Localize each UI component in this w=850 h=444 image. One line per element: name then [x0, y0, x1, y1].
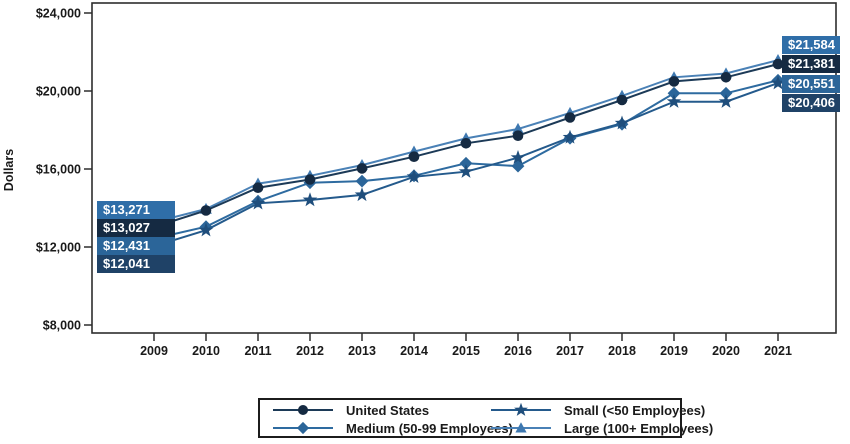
legend-label: Small (<50 Employees) — [564, 402, 706, 418]
legend-item-medium: Medium (50-99 Employees) — [264, 419, 513, 437]
legend-label: Large (100+ Employees) — [564, 420, 714, 436]
end-label-medium: $20,551 — [782, 75, 840, 93]
svg-text:2011: 2011 — [244, 344, 271, 358]
legend-label: Medium (50-99 Employees) — [346, 420, 513, 436]
legend-item-small: Small (<50 Employees) — [482, 401, 713, 419]
end-label-united-states: $21,381 — [782, 55, 840, 73]
svg-text:$16,000: $16,000 — [36, 163, 81, 177]
markers-united-states — [148, 58, 784, 233]
small-line-star-icon — [491, 402, 551, 416]
svg-text:Dollars: Dollars — [2, 149, 16, 191]
svg-text:2010: 2010 — [192, 344, 220, 358]
start-label-medium: $12,431 — [97, 237, 175, 255]
svg-text:2009: 2009 — [140, 344, 168, 358]
svg-text:2012: 2012 — [296, 344, 324, 358]
legend-item-large: Large (100+ Employees) — [482, 419, 713, 437]
svg-text:2017: 2017 — [556, 344, 584, 358]
svg-text:$8,000: $8,000 — [43, 319, 81, 333]
svg-text:2016: 2016 — [504, 344, 532, 358]
medium-line-diamond-icon — [273, 421, 333, 435]
start-label-united-states: $13,027 — [97, 219, 175, 237]
svg-text:2020: 2020 — [712, 344, 740, 358]
svg-text:2018: 2018 — [608, 344, 636, 358]
united-states-line-circle-icon — [273, 404, 333, 416]
large-line-triangle-icon — [491, 422, 551, 433]
legend-label: United States — [346, 402, 430, 418]
svg-text:2015: 2015 — [452, 344, 480, 358]
svg-text:2021: 2021 — [764, 344, 792, 358]
svg-text:2014: 2014 — [400, 344, 428, 358]
svg-text:2013: 2013 — [348, 344, 376, 358]
legend: United States Medium (50-99 Employees) S… — [258, 398, 713, 438]
plot-area: $8,000 $12,000 $16,000 $20,000 $24,000 2009 20… — [2, 2, 837, 358]
end-label-large: $21,584 — [782, 36, 840, 54]
legend-item-united-states: United States — [264, 401, 482, 419]
svg-text:2019: 2019 — [660, 344, 688, 358]
start-label-large: $13,271 — [97, 201, 175, 219]
svg-text:$24,000: $24,000 — [36, 7, 81, 21]
start-label-small: $12,041 — [97, 255, 175, 273]
end-label-small: $20,406 — [782, 94, 840, 112]
svg-text:$12,000: $12,000 — [36, 241, 81, 255]
markers-medium-50-99 — [147, 73, 785, 245]
svg-text:$20,000: $20,000 — [36, 85, 81, 99]
